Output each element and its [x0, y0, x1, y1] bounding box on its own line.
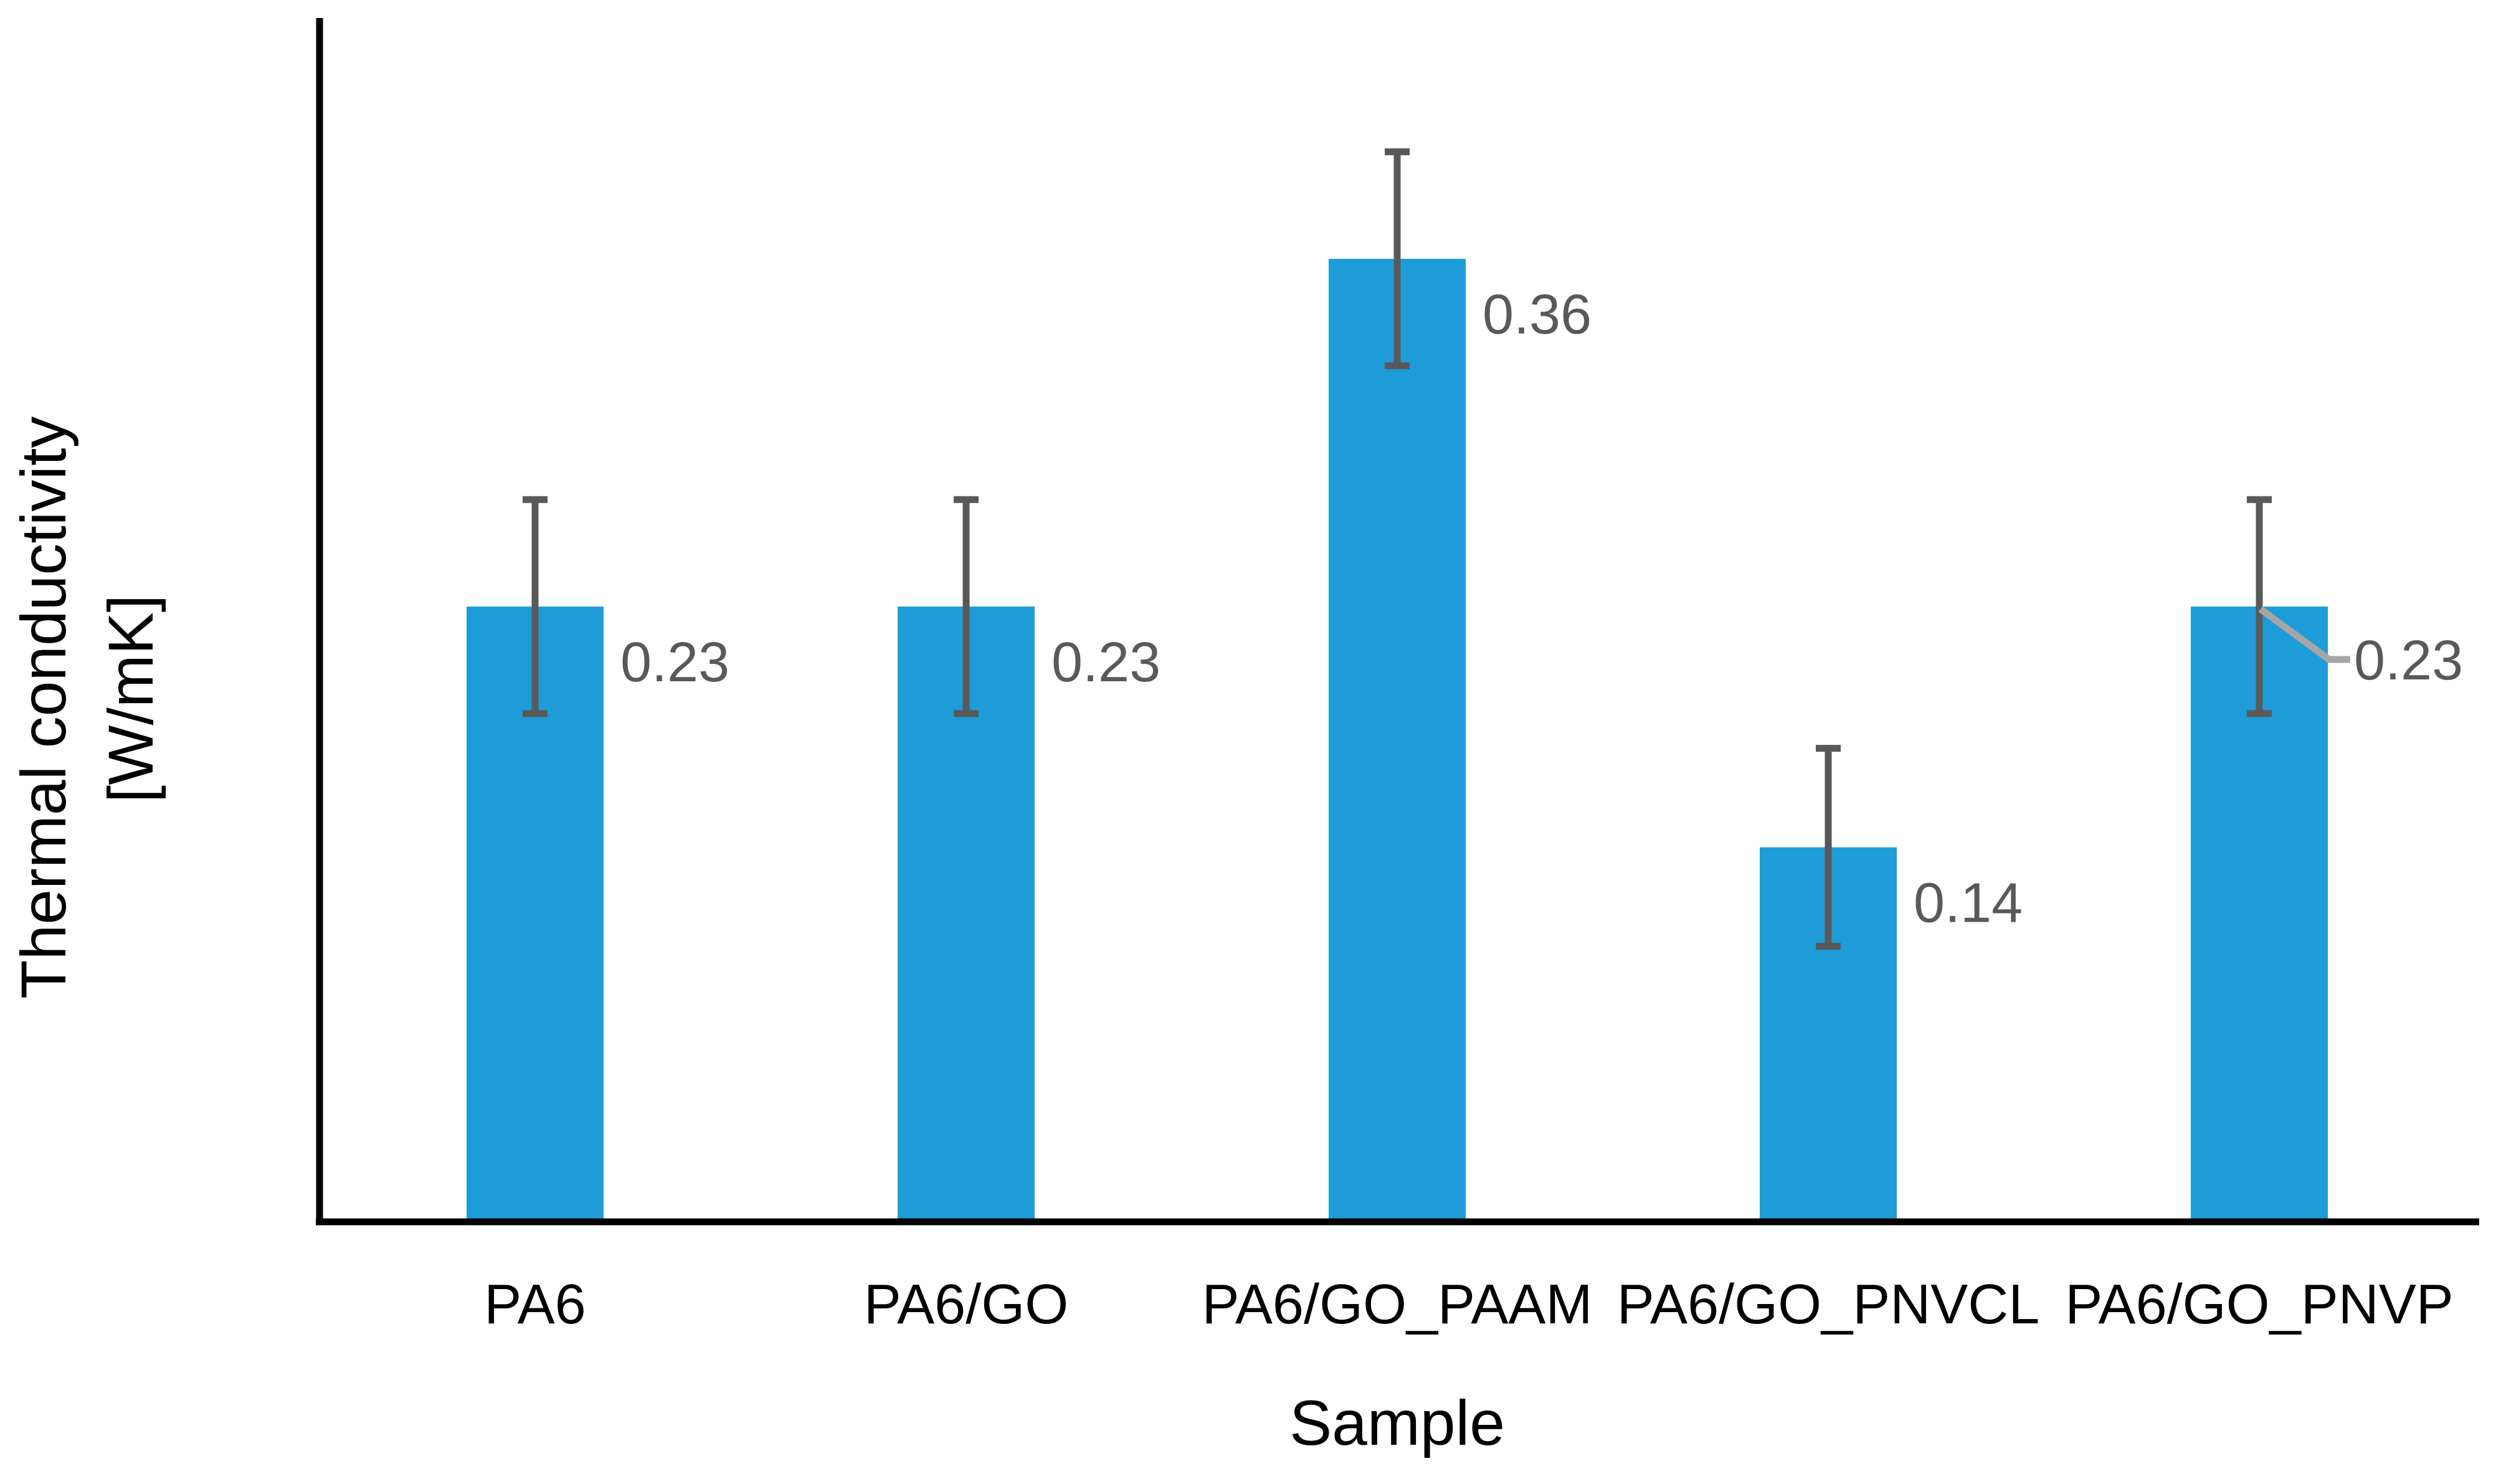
error-bar-PA6-GO-PAAM	[1385, 148, 1410, 369]
data-label-PA6-GO: 0.23	[1051, 631, 1160, 694]
category-label-PA6-GO-PAAM: PA6/GO_PAAM	[1202, 1274, 1593, 1336]
data-label-PA6-GO-PAAM: 0.36	[1483, 284, 1592, 346]
error-bar-PA6-GO-PNVCL	[1816, 745, 1841, 950]
error-bar-PA6-GO	[954, 496, 979, 717]
error-bars-layer	[523, 148, 2272, 950]
y-axis-title-line1: Thermal conductivity	[8, 417, 79, 999]
y-axis-title: Thermal conductivity [W/mK]	[8, 399, 166, 999]
leader-line	[2258, 606, 2350, 663]
bar-PA6-GO-PAAM	[1329, 258, 1466, 1222]
bars-layer	[467, 258, 2328, 1222]
y-axis-title-line2: [W/mK]	[95, 595, 166, 803]
data-labels-layer: 0.23 PA6 0.23 PA6/GO 0.36 PA6/GO_PAAM 0.14 PA6/…	[484, 284, 2463, 1336]
data-label-PA6: 0.23	[620, 631, 729, 694]
category-label-PA6-GO-PNVCL: PA6/GO_PNVCL	[1617, 1274, 2040, 1336]
data-label-PA6-GO-PNVP: 0.23	[2354, 630, 2463, 692]
data-label-PA6-GO-PNVCL: 0.14	[1914, 872, 2023, 935]
category-label-PA6: PA6	[484, 1274, 586, 1336]
x-axis-title: Sample	[1289, 1387, 1505, 1458]
error-bar-PA6	[523, 496, 548, 717]
error-bar-PA6-GO-PNVP	[2247, 496, 2272, 717]
category-label-PA6-GO-PNVP: PA6/GO_PNVP	[2065, 1274, 2454, 1336]
category-label-PA6-GO: PA6/GO	[864, 1274, 1068, 1336]
